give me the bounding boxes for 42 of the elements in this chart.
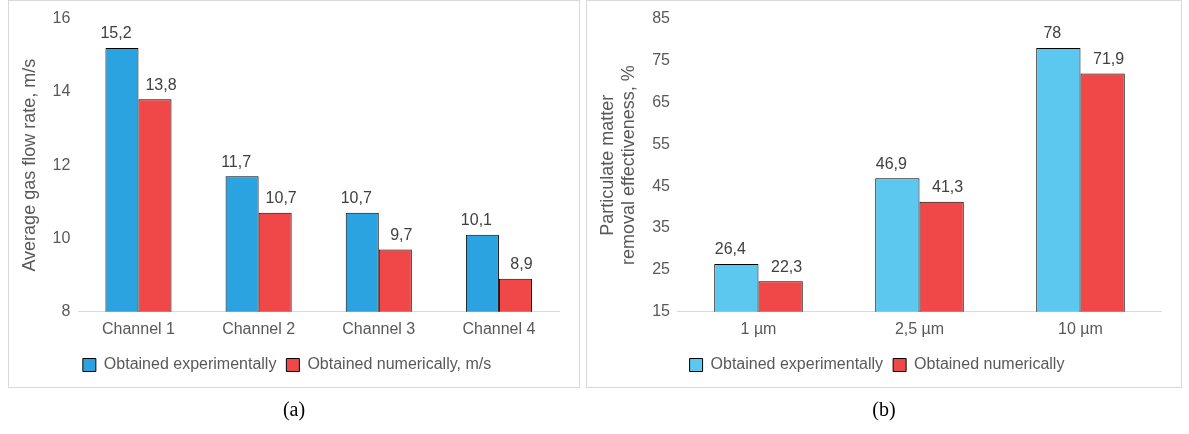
legend-label: Obtained experimentally: [103, 355, 277, 373]
data-label: 10,1: [460, 211, 493, 229]
x-tick-label: 2,5 µm: [894, 319, 945, 337]
data-label: 26,4: [714, 240, 747, 258]
legend-label: Obtained experimentally: [710, 355, 884, 373]
y-tick-label: 14: [52, 82, 71, 100]
data-label: 11,7: [221, 152, 252, 170]
y-tick-label: 35: [652, 218, 671, 236]
x-tick-label: 1 µm: [740, 319, 777, 337]
y-tick-label: 8: [61, 302, 71, 320]
x-tick-label: Channel 2: [222, 319, 296, 337]
y-tick-label: 12: [52, 155, 71, 173]
y-tick-label: 25: [652, 260, 671, 278]
data-label: 71,9: [1093, 49, 1125, 67]
data-label: 41,3: [932, 178, 964, 196]
x-tick-label: Channel 4: [462, 319, 536, 337]
data-label: 78: [1043, 24, 1062, 42]
y-tick-label: 55: [652, 134, 671, 152]
data-label: 10,7: [340, 189, 372, 207]
legend-label: Obtained numerically: [914, 355, 1065, 373]
x-tick-label: 10 µm: [1058, 319, 1103, 337]
data-label: 9,7: [390, 225, 413, 243]
text: (b): [871, 398, 897, 421]
data-label: 10,7: [265, 189, 297, 207]
y-axis-title: Average gas flow rate, m/s: [18, 58, 39, 272]
y-tick-label: 85: [652, 9, 671, 27]
y-tick-label: 16: [52, 9, 71, 27]
x-tick-label: Channel 1: [102, 319, 176, 337]
y-tick-label: 10: [52, 228, 71, 246]
y-tick-label: 15: [652, 302, 671, 320]
data-label: 15,2: [100, 24, 132, 42]
data-label: 8,9: [510, 255, 533, 273]
data-label: 46,9: [875, 154, 908, 172]
legend-label: Obtained numerically, m/s: [307, 355, 492, 373]
y-tick-label: 65: [652, 92, 671, 110]
text: (a): [281, 398, 307, 421]
data-label: 13,8: [145, 75, 177, 93]
y-axis-title: Particulate matter removal effectiveness, %: [596, 65, 639, 266]
x-tick-label: Channel 3: [342, 319, 416, 337]
y-tick-label: 45: [652, 176, 671, 194]
y-tick-label: 75: [652, 50, 671, 68]
data-label: 22,3: [771, 257, 803, 275]
